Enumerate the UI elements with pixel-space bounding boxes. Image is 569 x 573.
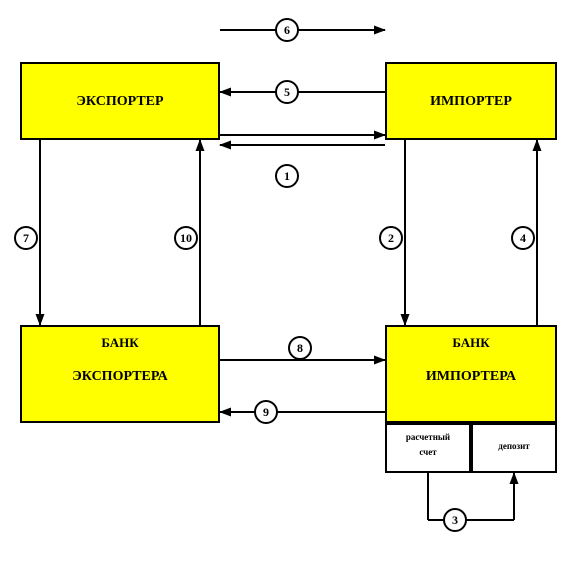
step-circle-9: 9 — [254, 400, 278, 424]
step-circle-2: 2 — [379, 226, 403, 250]
step-circle-5: 5 — [275, 80, 299, 104]
step-circle-4: 4 — [511, 226, 535, 250]
step-circle-3: 3 — [443, 508, 467, 532]
step-circle-8: 8 — [288, 336, 312, 360]
node-bank-exporter-line1: БАНК — [20, 335, 220, 351]
node-account-settlement-line1: расчетный — [385, 432, 471, 442]
step-circle-10: 10 — [174, 226, 198, 250]
node-exporter-label: ЭКСПОРТЕР — [20, 94, 220, 110]
step-circle-6: 6 — [275, 18, 299, 42]
step-circle-7: 7 — [14, 226, 38, 250]
node-importer-label: ИМПОРТЕР — [385, 94, 557, 110]
node-bank-importer-line1: БАНК — [385, 335, 557, 351]
step-circle-1: 1 — [275, 164, 299, 188]
node-bank-importer-line2: ИМПОРТЕРА — [385, 369, 557, 385]
node-account-settlement-line2: счет — [385, 447, 471, 457]
node-bank-exporter-line2: ЭКСПОРТЕРА — [20, 369, 220, 385]
node-account-deposit-line1: депозит — [471, 441, 557, 451]
